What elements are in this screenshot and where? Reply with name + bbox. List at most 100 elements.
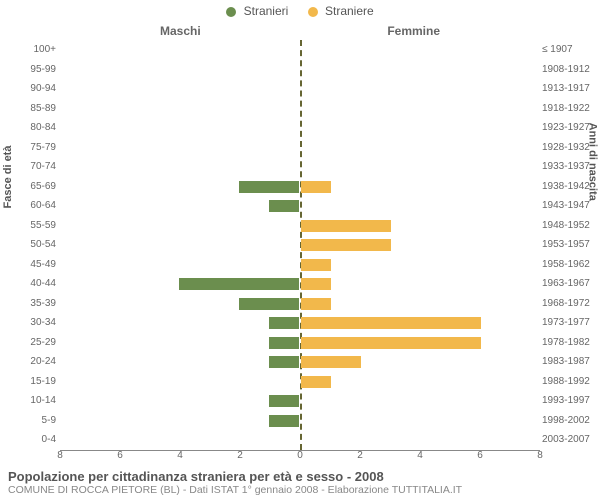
age-label: 0-4 [12,430,56,450]
birth-year-label: 1928-1932 [542,138,592,158]
age-row: 100+≤ 1907 [60,40,540,60]
bar-female [301,337,481,349]
bar-male [269,415,299,427]
birth-year-label: 1973-1977 [542,313,592,333]
age-row: 25-291978-1982 [60,333,540,353]
header-male: Maschi [160,24,201,38]
bar-female [301,181,331,193]
bar-female [301,220,391,232]
age-label: 25-29 [12,333,56,353]
birth-year-label: 1948-1952 [542,216,592,236]
x-tick: 0 [297,450,303,461]
x-tick: 4 [417,450,423,461]
birth-year-label: 1988-1992 [542,372,592,392]
age-row: 30-341973-1977 [60,313,540,333]
rows-container: 100+≤ 190795-991908-191290-941913-191785… [60,40,540,450]
age-row: 90-941913-1917 [60,79,540,99]
chart-title: Popolazione per cittadinanza straniera p… [8,469,592,484]
bar-female [301,239,391,251]
birth-year-label: 1968-1972 [542,294,592,314]
birth-year-label: 1958-1962 [542,255,592,275]
x-tick: 2 [357,450,363,461]
legend-male: Stranieri [226,4,288,18]
x-tick: 6 [477,450,483,461]
legend-female: Straniere [308,4,374,18]
swatch-male [226,7,236,17]
age-label: 95-99 [12,60,56,80]
age-label: 15-19 [12,372,56,392]
x-axis: 8 6 4 2 0 2 4 6 8 [60,450,540,470]
birth-year-label: 2003-2007 [542,430,592,450]
age-label: 35-39 [12,294,56,314]
x-tick: 4 [177,450,183,461]
x-tick: 2 [237,450,243,461]
birth-year-label: 1918-1922 [542,99,592,119]
birth-year-label: 1953-1957 [542,235,592,255]
bar-male [239,181,299,193]
age-label: 30-34 [12,313,56,333]
age-row: 10-141993-1997 [60,391,540,411]
age-label: 85-89 [12,99,56,119]
bar-male [269,200,299,212]
age-label: 45-49 [12,255,56,275]
age-label: 50-54 [12,235,56,255]
birth-year-label: 1998-2002 [542,411,592,431]
age-row: 0-42003-2007 [60,430,540,450]
age-label: 70-74 [12,157,56,177]
plot-area: Maschi Femmine 100+≤ 190795-991908-19129… [60,40,540,451]
bar-female [301,317,481,329]
age-label: 5-9 [12,411,56,431]
bar-male [179,278,299,290]
birth-year-label: 1983-1987 [542,352,592,372]
age-row: 60-641943-1947 [60,196,540,216]
bar-male [269,337,299,349]
bar-male [239,298,299,310]
bar-female [301,356,361,368]
age-label: 75-79 [12,138,56,158]
bar-female [301,298,331,310]
population-pyramid-chart: Stranieri Straniere Fasce di età Anni di… [0,0,600,500]
birth-year-label: ≤ 1907 [542,40,592,60]
x-tick: 8 [57,450,63,461]
age-row: 5-91998-2002 [60,411,540,431]
x-tick: 8 [537,450,543,461]
chart-subtitle: COMUNE DI ROCCA PIETORE (BL) - Dati ISTA… [8,484,592,496]
chart-footer: Popolazione per cittadinanza straniera p… [8,469,592,496]
legend: Stranieri Straniere [0,4,600,18]
bar-male [269,356,299,368]
age-row: 45-491958-1962 [60,255,540,275]
swatch-female [308,7,318,17]
age-label: 40-44 [12,274,56,294]
age-label: 10-14 [12,391,56,411]
birth-year-label: 1943-1947 [542,196,592,216]
age-row: 75-791928-1932 [60,138,540,158]
x-tick: 6 [117,450,123,461]
legend-male-label: Stranieri [244,4,289,18]
age-row: 35-391968-1972 [60,294,540,314]
bar-female [301,376,331,388]
age-label: 80-84 [12,118,56,138]
age-row: 70-741933-1937 [60,157,540,177]
age-label: 90-94 [12,79,56,99]
birth-year-label: 1993-1997 [542,391,592,411]
age-label: 20-24 [12,352,56,372]
age-label: 55-59 [12,216,56,236]
age-label: 65-69 [12,177,56,197]
bar-male [269,395,299,407]
birth-year-label: 1938-1942 [542,177,592,197]
bar-female [301,278,331,290]
birth-year-label: 1978-1982 [542,333,592,353]
age-row: 85-891918-1922 [60,99,540,119]
legend-female-label: Straniere [325,4,374,18]
birth-year-label: 1963-1967 [542,274,592,294]
age-row: 95-991908-1912 [60,60,540,80]
bar-female [301,259,331,271]
age-row: 80-841923-1927 [60,118,540,138]
birth-year-label: 1923-1927 [542,118,592,138]
birth-year-label: 1913-1917 [542,79,592,99]
age-row: 65-691938-1942 [60,177,540,197]
age-row: 40-441963-1967 [60,274,540,294]
age-row: 20-241983-1987 [60,352,540,372]
birth-year-label: 1908-1912 [542,60,592,80]
header-female: Femmine [387,24,440,38]
